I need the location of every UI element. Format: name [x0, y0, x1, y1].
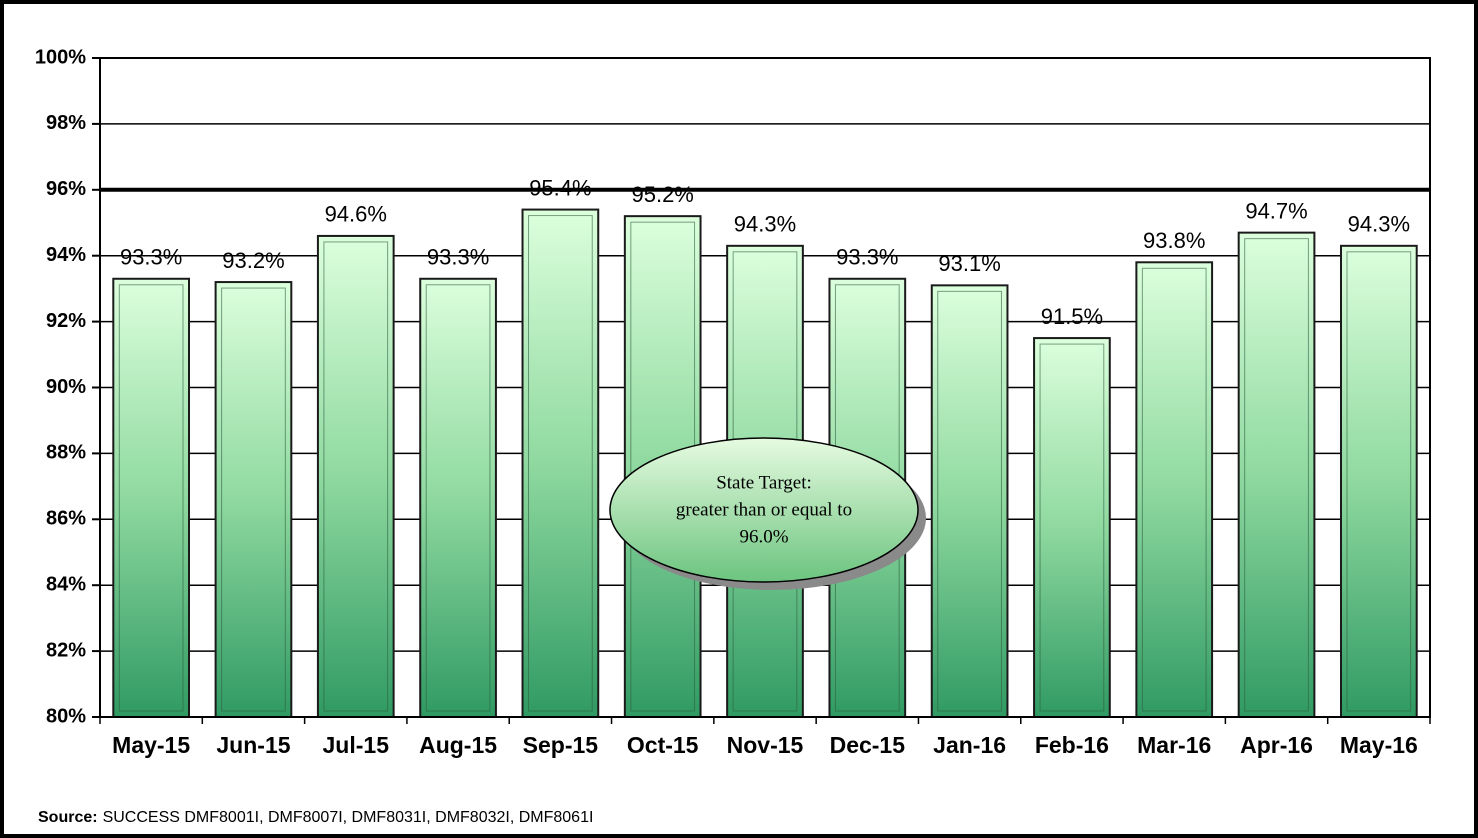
value-label: 91.5% — [1041, 304, 1103, 329]
bar-bevel — [528, 215, 593, 712]
value-label: 93.3% — [427, 245, 489, 270]
value-label: 93.8% — [1143, 228, 1205, 253]
source-note: Source: SUCCESS DMF8001I, DMF8007I, DMF80… — [38, 809, 593, 826]
bar — [316, 234, 395, 718]
bar — [521, 208, 600, 718]
y-tick-label: 86% — [46, 508, 86, 530]
y-tick-label: 82% — [46, 639, 86, 661]
bar-bevel — [323, 241, 389, 712]
bar — [214, 281, 293, 718]
bar — [1033, 337, 1111, 718]
x-tick-label: Jul-15 — [323, 732, 390, 758]
x-tick-label: Jun-15 — [216, 732, 290, 758]
bar — [1135, 261, 1214, 718]
value-label: 94.3% — [1348, 212, 1410, 237]
bar-bevel — [118, 284, 184, 712]
y-tick-label: 90% — [46, 376, 86, 398]
x-tick-label: Dec-15 — [830, 732, 906, 758]
bar-bevel — [937, 290, 1002, 712]
bar-bevel — [1346, 251, 1412, 712]
source-text: SUCCESS DMF8001I, DMF8007I, DMF8031I, DM… — [103, 809, 594, 826]
x-tick-label: May-15 — [112, 732, 190, 758]
plot-border — [99, 57, 1431, 718]
value-label: 93.2% — [222, 248, 284, 273]
y-tick-label: 84% — [46, 573, 86, 595]
y-tick-label: 88% — [46, 442, 86, 464]
bar — [1339, 244, 1418, 718]
value-label: 94.6% — [325, 202, 387, 227]
annotation-text: 96.0% — [739, 526, 788, 547]
bar — [1237, 231, 1316, 718]
bar-bevel — [1039, 343, 1105, 712]
value-label: 93.3% — [120, 245, 182, 270]
source-label: Source: — [38, 809, 98, 826]
y-tick-label: 100% — [35, 46, 86, 68]
bar-bevel — [221, 287, 286, 712]
bar — [419, 277, 497, 718]
y-tick-label: 94% — [46, 244, 86, 266]
value-label: 95.2% — [631, 182, 693, 207]
bar-bevel — [1141, 267, 1207, 712]
x-tick-label: Feb-16 — [1035, 732, 1109, 758]
bar — [930, 284, 1009, 718]
x-tick-label: May-16 — [1340, 732, 1418, 758]
y-tick-label: 80% — [46, 705, 86, 727]
x-tick-label: Jan-16 — [933, 732, 1006, 758]
x-tick-label: Aug-15 — [419, 732, 497, 758]
x-tick-label: Sep-15 — [523, 732, 599, 758]
x-tick-label: Nov-15 — [727, 732, 804, 758]
value-label: 93.3% — [836, 245, 898, 270]
y-tick-label: 92% — [46, 310, 86, 332]
x-tick-label: Oct-15 — [627, 732, 699, 758]
annotation-text: State Target: — [716, 472, 812, 493]
annotation-bubble — [609, 437, 919, 583]
value-label: 94.7% — [1245, 198, 1307, 223]
bar — [112, 277, 191, 718]
x-tick-label: Mar-16 — [1137, 732, 1211, 758]
value-label: 93.1% — [938, 251, 1000, 276]
y-tick-label: 98% — [46, 112, 86, 134]
x-tick-label: Apr-16 — [1240, 732, 1313, 758]
bar-bevel — [425, 284, 491, 712]
annotation-text: greater than or equal to — [676, 499, 852, 520]
value-label: 94.3% — [734, 212, 796, 237]
bar-bevel — [1244, 238, 1309, 712]
y-tick-label: 96% — [46, 178, 86, 200]
